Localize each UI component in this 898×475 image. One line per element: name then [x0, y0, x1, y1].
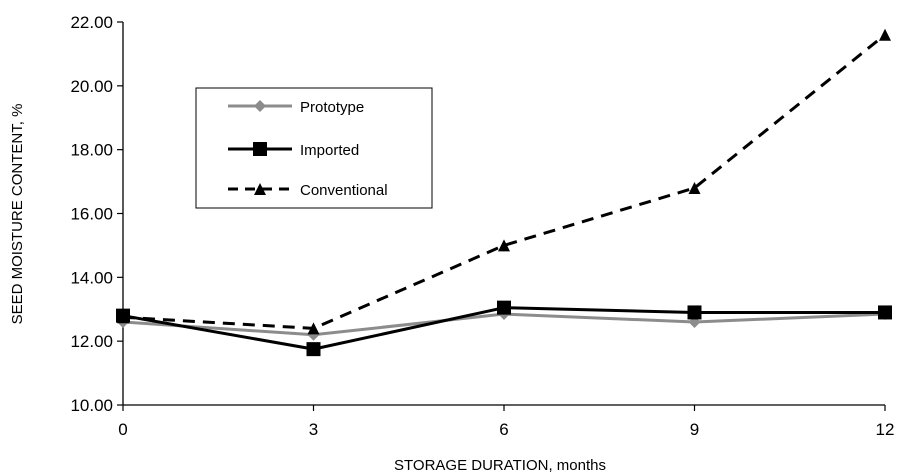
series-conventional	[117, 28, 891, 335]
y-tick-label: 12.00	[70, 332, 113, 351]
y-axis-title: SEED MOISTURE CONTENT, %	[9, 104, 26, 325]
x-axis-title: STORAGE DURATION, months	[394, 457, 606, 474]
legend-item-imported: Imported	[228, 142, 359, 159]
data-point-marker	[307, 322, 320, 335]
data-point-marker	[117, 311, 129, 324]
y-tick-label: 22.00	[70, 13, 113, 32]
data-point-marker	[306, 342, 321, 357]
x-tick-label: 9	[690, 420, 699, 439]
legend-label: Imported	[300, 142, 359, 159]
legend-label: Conventional	[300, 182, 388, 199]
legend-swatch-marker	[253, 142, 267, 156]
y-axis-ticks: 10.00 12.00 14.00 16.00 18.00 20.00 22.00	[70, 13, 123, 415]
x-tick-label: 6	[499, 420, 508, 439]
legend: Prototype Imported Conventional	[195, 87, 433, 209]
legend-item-prototype: Prototype	[228, 99, 364, 116]
x-tick-label: 12	[876, 420, 895, 439]
y-tick-label: 16.00	[70, 205, 113, 224]
data-point-marker	[498, 239, 510, 252]
legend-swatch-marker	[254, 100, 266, 112]
legend-item-conventional: Conventional	[228, 182, 388, 199]
y-tick-label: 18.00	[70, 141, 113, 160]
y-tick-label: 14.00	[70, 268, 113, 287]
y-tick-label: 20.00	[70, 77, 113, 96]
series-line	[122, 33, 886, 330]
chart-axes	[122, 22, 885, 406]
x-axis-ticks: 0 3 6 9 12	[118, 405, 894, 439]
x-tick-label: 0	[118, 420, 127, 439]
legend-swatch-marker	[254, 183, 266, 195]
y-tick-label: 10.00	[70, 396, 113, 415]
data-point-marker	[497, 300, 511, 315]
series-layer	[116, 28, 892, 357]
data-point-marker	[687, 305, 702, 320]
legend-label: Prototype	[300, 99, 364, 116]
data-point-marker	[879, 28, 891, 41]
x-tick-label: 3	[309, 420, 318, 439]
data-point-marker	[688, 181, 701, 194]
data-point-marker	[878, 305, 892, 320]
